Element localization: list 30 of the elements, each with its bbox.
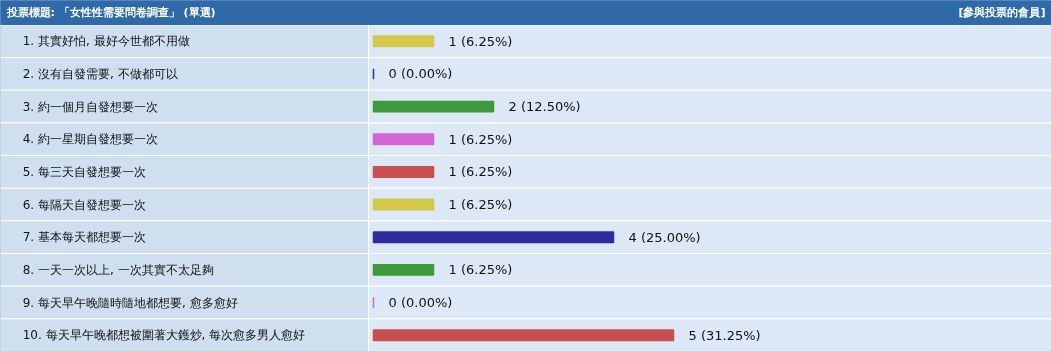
bar (372, 198, 435, 211)
text: [參與投票的會員] (958, 6, 1046, 20)
y-tick-label: 9. 每天早午晚隨時隨地都想要, 愈多愈好 (22, 295, 238, 310)
data-label: 1 (6.25%) (448, 164, 513, 180)
data-label: 5 (31.25%) (688, 327, 761, 343)
y-tick-label: 7. 基本每天都想要一次 (22, 230, 146, 245)
data-label: 1 (6.25%) (448, 33, 513, 49)
y-tick-label: 5. 每三天自發想要一次 (22, 164, 146, 179)
bar (372, 231, 615, 244)
bar (372, 263, 435, 276)
y-tick-label: 2. 沒有自發需要, 不做都可以 (22, 66, 178, 81)
data-label: 0 (0.00%) (388, 295, 453, 311)
y-tick-label: 3. 約一個月自發想要一次 (22, 99, 158, 114)
bar (372, 100, 495, 113)
y-tick-label: 8. 一天一次以上, 一次其實不太足夠 (22, 262, 214, 277)
bar (372, 329, 675, 342)
text: 投票標題: 「女性性需要問卷調查」 (單選) (5, 6, 216, 20)
data-label: 1 (6.25%) (448, 131, 513, 147)
data-label: 1 (6.25%) (448, 262, 513, 278)
y-tick-label: 10. 每天早午晚都想被圍著大鑊炒, 每次愈多男人愈好 (22, 328, 306, 343)
y-tick-label: 4. 約一星期自發想要一次 (22, 132, 158, 147)
data-label: 0 (0.00%) (388, 66, 453, 82)
y-tick-label: 1. 其實好怕, 最好今世都不用做 (22, 34, 190, 49)
data-label: 2 (12.50%) (508, 99, 581, 115)
bar (372, 133, 435, 146)
bar (372, 35, 435, 48)
y-tick-label: 6. 每隔天自發想要一次 (22, 197, 146, 212)
data-label: 1 (6.25%) (448, 197, 513, 213)
data-label: 4 (25.00%) (628, 229, 701, 245)
bar (372, 165, 435, 178)
